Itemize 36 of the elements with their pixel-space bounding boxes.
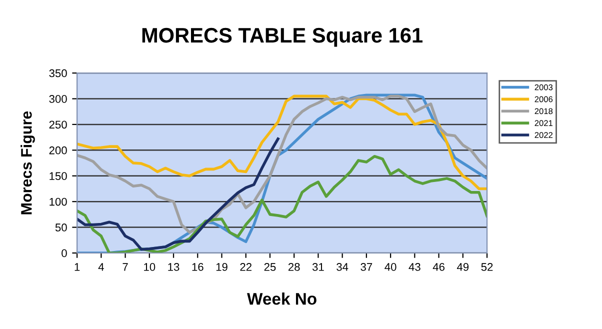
chart-title: MORECS TABLE Square 161 <box>142 28 423 47</box>
x-tick-label: 31 <box>312 263 324 271</box>
x-tick-label: 10 <box>144 263 156 271</box>
x-tick-label: 43 <box>408 263 420 271</box>
legend-label: 2021 <box>534 120 553 126</box>
y-tick-label: 300 <box>49 95 67 103</box>
x-tick-label: 52 <box>481 263 493 271</box>
legend-label: 2018 <box>534 108 553 114</box>
line-series <box>77 94 488 190</box>
y-tick-label: 250 <box>49 120 67 129</box>
line-series <box>77 137 280 251</box>
x-axis-title: Week No <box>247 292 316 305</box>
x-tick-label: 1 <box>74 263 80 271</box>
x-tick-label: 19 <box>216 263 228 271</box>
x-tick-label: 34 <box>336 263 348 271</box>
x-tick-label: 22 <box>240 263 252 271</box>
y-axis-title: Morecs Figure <box>20 111 35 214</box>
legend-label: 2006 <box>534 96 553 102</box>
x-tick-label: 37 <box>360 263 372 271</box>
x-tick-label: 40 <box>384 263 396 271</box>
x-tick-label: 4 <box>98 263 104 271</box>
y-tick-label: 200 <box>49 146 67 154</box>
y-tick-label: 100 <box>50 198 67 206</box>
x-tick-label: 25 <box>264 263 276 271</box>
x-tick-label: 46 <box>432 263 444 271</box>
y-tick-label: 350 <box>49 69 67 78</box>
x-tick-label: 7 <box>122 263 128 271</box>
legend-label: 2022 <box>534 132 553 138</box>
y-tick-label: 0 <box>62 249 67 258</box>
x-tick-label: 49 <box>456 263 469 271</box>
legend-label: 2003 <box>534 84 553 90</box>
x-tick-label: 13 <box>168 263 180 271</box>
y-tick-label: 50 <box>55 224 67 232</box>
y-tick-label: 150 <box>50 172 67 180</box>
x-tick-label: 28 <box>288 263 300 271</box>
x-tick-label: 16 <box>192 263 204 271</box>
